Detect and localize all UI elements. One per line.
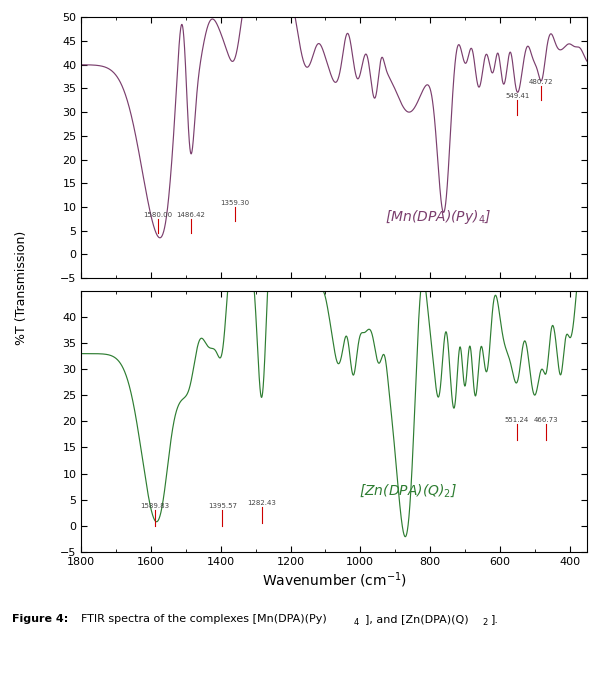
Text: 549.41: 549.41 [505, 94, 530, 99]
Text: ].: ]. [491, 614, 499, 624]
Text: FTIR spectra of the complexes [Mn(DPA)(Py): FTIR spectra of the complexes [Mn(DPA)(P… [81, 614, 327, 624]
Text: 2: 2 [482, 618, 488, 627]
Text: 1359.30: 1359.30 [220, 200, 249, 206]
Text: [Mn(DPA)(Py)$_4$]: [Mn(DPA)(Py)$_4$] [385, 208, 491, 226]
Text: 1395.57: 1395.57 [208, 503, 237, 509]
Text: 1580.00: 1580.00 [143, 212, 173, 218]
X-axis label: Wavenumber (cm$^{-1}$): Wavenumber (cm$^{-1}$) [261, 570, 407, 591]
Text: 551.24: 551.24 [504, 417, 529, 423]
Text: [Zn(DPA)(Q)$_2$]: [Zn(DPA)(Q)$_2$] [359, 482, 458, 499]
Text: 480.72: 480.72 [529, 79, 554, 85]
Text: ], and [Zn(DPA)(Q): ], and [Zn(DPA)(Q) [365, 614, 468, 624]
Text: 1589.83: 1589.83 [140, 503, 169, 509]
Text: %T (Transmission): %T (Transmission) [14, 231, 28, 345]
Text: 466.73: 466.73 [534, 417, 559, 423]
Text: Figure 4:: Figure 4: [12, 614, 68, 624]
Text: 4: 4 [354, 618, 359, 627]
Text: 1486.42: 1486.42 [176, 212, 205, 218]
Text: 1282.43: 1282.43 [247, 500, 276, 507]
